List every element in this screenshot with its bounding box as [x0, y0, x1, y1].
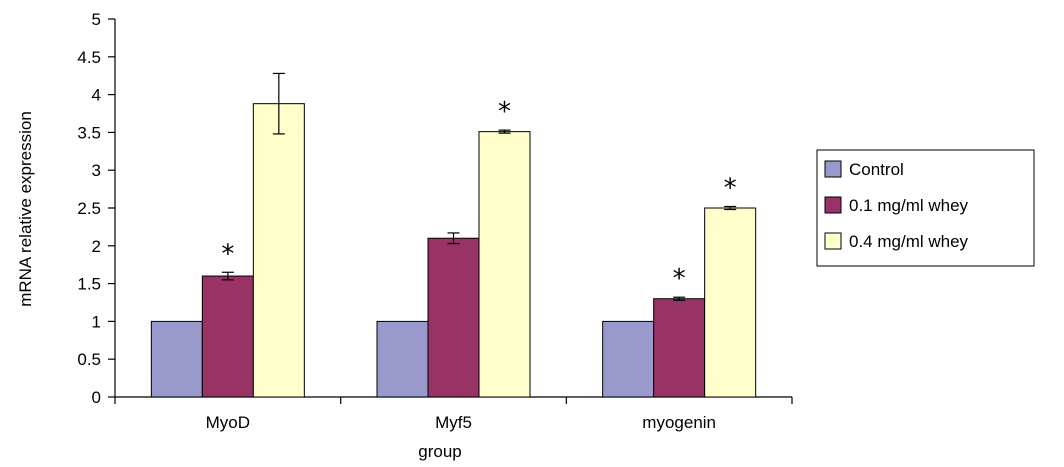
y-axis-title: mRNA relative expression: [16, 111, 35, 307]
bar: [150, 320, 203, 398]
significance-marker: *: [724, 173, 737, 203]
legend-swatch: [824, 196, 842, 214]
y-tick-label: 2: [92, 237, 101, 256]
bar: [201, 275, 254, 398]
y-tick-label: 4: [92, 86, 101, 105]
legend-swatch: [824, 160, 842, 178]
bar: [252, 103, 305, 398]
y-tick-label: 5: [92, 10, 101, 29]
significance-marker: *: [673, 264, 686, 294]
y-tick-label: 3.5: [77, 123, 101, 142]
legend-label: 0.1 mg/ml whey: [849, 196, 969, 215]
y-tick-label: 1: [92, 312, 101, 331]
x-axis-title: group: [418, 442, 461, 461]
bar: [704, 207, 757, 398]
y-tick-label: 2.5: [77, 199, 101, 218]
y-tick-label: 1.5: [77, 275, 101, 294]
y-tick-label: 0.5: [77, 350, 101, 369]
legend-label: 0.4 mg/ml whey: [849, 232, 969, 251]
bar: [602, 320, 655, 398]
x-tick-label: Myf5: [435, 413, 472, 432]
significance-marker: *: [221, 239, 234, 269]
legend-box: [816, 149, 1035, 267]
bar: [427, 237, 480, 398]
x-tick-label: MyoD: [206, 413, 250, 432]
legend-swatch: [824, 232, 842, 250]
significance-marker: *: [498, 97, 511, 127]
bar: [653, 298, 706, 398]
bar: [376, 320, 429, 398]
y-tick-label: 4.5: [77, 48, 101, 67]
legend-label: Control: [849, 160, 904, 179]
y-tick-label: 0: [92, 388, 101, 407]
x-tick-label: myogenin: [642, 413, 716, 432]
y-tick-label: 3: [92, 161, 101, 180]
bar: [478, 131, 531, 398]
